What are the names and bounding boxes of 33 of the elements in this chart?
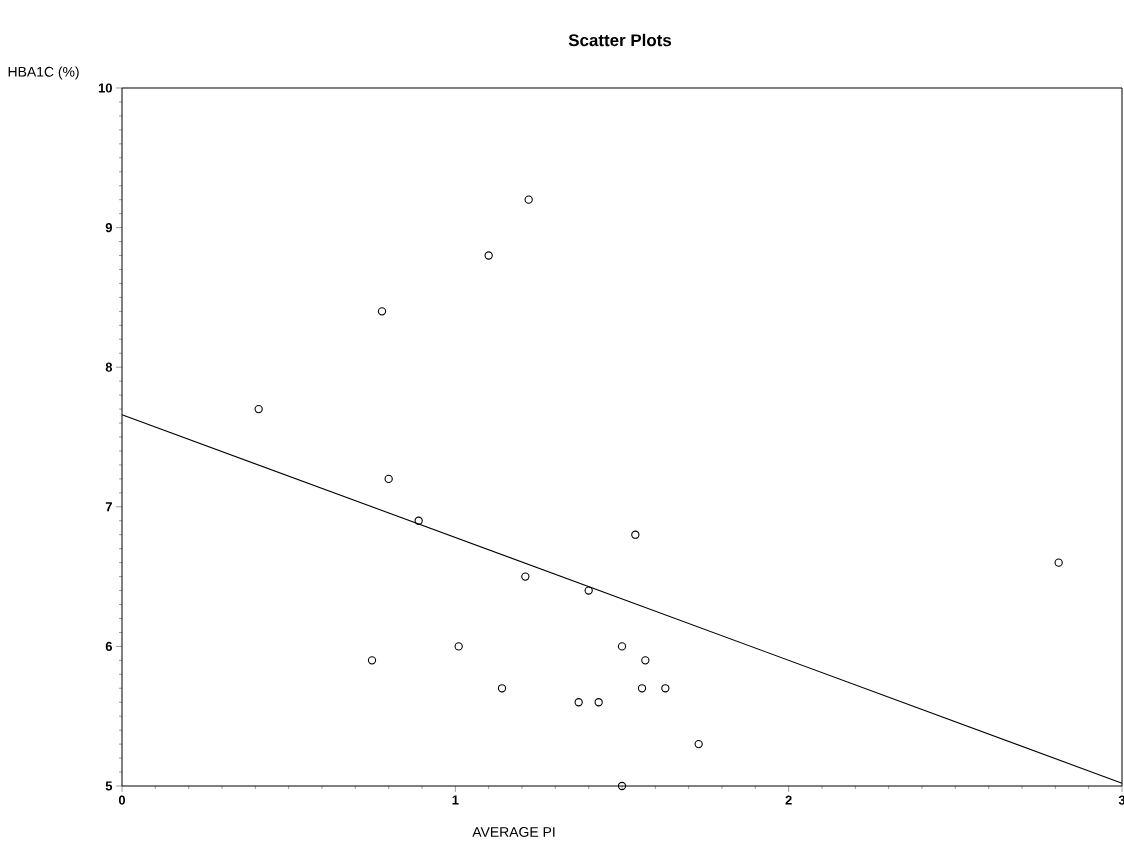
y-tick-label: 8 xyxy=(105,362,113,372)
point xyxy=(617,642,627,651)
y-tick-label: 9 xyxy=(105,223,112,233)
point xyxy=(254,404,263,414)
y-tick-label: 7 xyxy=(105,502,112,512)
point xyxy=(574,698,583,707)
point xyxy=(414,516,423,525)
x-tick-label: 0 xyxy=(118,795,126,805)
point xyxy=(661,684,670,693)
point xyxy=(637,684,647,693)
point xyxy=(594,698,603,707)
point xyxy=(694,739,703,749)
x-tick-label: 1 xyxy=(452,795,459,805)
y-tick-label: 5 xyxy=(105,781,113,791)
point xyxy=(617,781,627,791)
point xyxy=(367,656,377,665)
point xyxy=(631,530,640,539)
point xyxy=(484,251,493,260)
chart-title: Scatter Plots xyxy=(568,33,672,47)
x-tick-label: 2 xyxy=(785,795,792,805)
y-tick-label: 6 xyxy=(105,641,113,651)
point xyxy=(641,656,650,665)
y-axis-title: HBA1C (%) xyxy=(8,66,79,80)
point xyxy=(524,195,533,204)
point xyxy=(377,307,387,316)
point xyxy=(454,642,463,651)
point xyxy=(584,586,593,595)
y-tick-label: 10 xyxy=(98,83,112,93)
x-axis-title: AVERAGE PI xyxy=(472,827,555,837)
point xyxy=(384,474,393,484)
point xyxy=(521,572,530,581)
point xyxy=(1054,558,1063,567)
point xyxy=(497,684,507,693)
